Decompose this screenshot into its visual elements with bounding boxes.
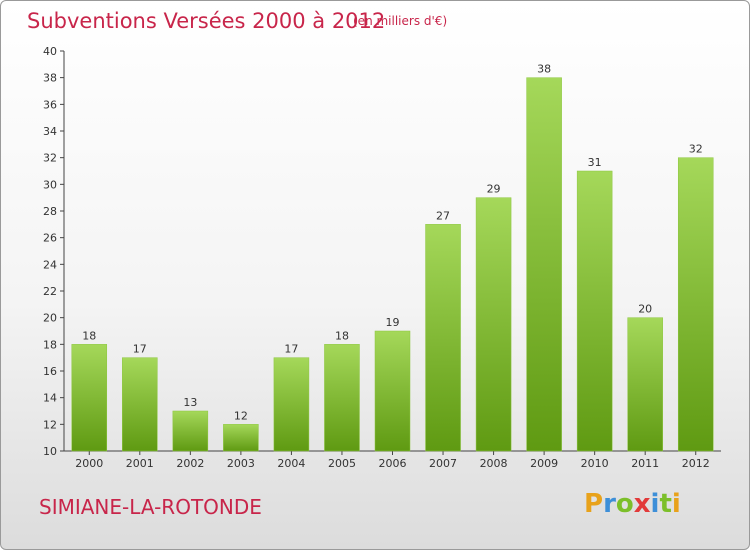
x-tick-label: 2008: [480, 457, 508, 470]
bar-2005: [324, 344, 360, 452]
y-tick-label: 26: [43, 232, 57, 245]
logo-letter: i: [671, 489, 681, 519]
y-tick-label: 20: [43, 312, 57, 325]
bar-value-label: 17: [284, 343, 298, 356]
x-tick-label: 2007: [429, 457, 457, 470]
bar-2010: [576, 170, 613, 452]
logo-letter: t: [659, 489, 672, 519]
bar-2007: [425, 224, 461, 452]
bar-value-label: 20: [638, 303, 652, 316]
x-tick-label: 2012: [682, 457, 710, 470]
bar-value-label: 18: [335, 329, 349, 342]
bar-value-label: 12: [234, 409, 248, 422]
bar-value-label: 18: [82, 329, 96, 342]
x-tick-label: 2009: [530, 457, 558, 470]
x-tick-label: 2003: [227, 457, 255, 470]
bar-2011: [627, 317, 663, 452]
chart-title: Subventions Versées 2000 à 2012: [27, 9, 386, 33]
y-tick-label: 40: [43, 45, 57, 58]
commune-name: SIMIANE-LA-ROTONDE: [39, 495, 262, 519]
y-tick-label: 38: [43, 72, 57, 85]
bar-2002: [172, 410, 209, 452]
y-tick-label: 14: [43, 392, 57, 405]
y-tick-label: 12: [43, 418, 57, 431]
proxiti-logo[interactable]: Proxiti: [584, 489, 681, 519]
y-tick-label: 24: [43, 258, 57, 271]
bar-2008: [475, 197, 512, 452]
bar-2012: [677, 157, 714, 452]
y-tick-label: 34: [43, 125, 57, 138]
y-tick-label: 36: [43, 98, 57, 111]
y-tick-label: 18: [43, 338, 57, 351]
chart-subtitle: (en milliers d'€): [353, 14, 448, 28]
bar-value-label: 38: [537, 63, 551, 76]
logo-letter: P: [584, 489, 604, 519]
x-tick-label: 2004: [277, 457, 305, 470]
bar-value-label: 17: [133, 343, 147, 356]
bar-value-label: 29: [487, 183, 501, 196]
x-tick-label: 2000: [75, 457, 103, 470]
logo-letter: o: [615, 489, 634, 519]
y-tick-label: 22: [43, 285, 57, 298]
x-tick-label: 2011: [631, 457, 659, 470]
y-tick-label: 28: [43, 205, 57, 218]
bar-value-label: 32: [689, 143, 703, 156]
bar-2000: [71, 344, 108, 452]
bar-2001: [122, 357, 158, 452]
bar-2006: [374, 330, 411, 452]
x-tick-label: 2006: [379, 457, 407, 470]
logo-letter: i: [650, 489, 660, 519]
bar-value-label: 13: [183, 396, 197, 409]
y-tick-label: 16: [43, 365, 57, 378]
bar-value-label: 27: [436, 209, 450, 222]
y-tick-label: 32: [43, 152, 57, 165]
x-tick-label: 2005: [328, 457, 356, 470]
logo-letter: r: [603, 489, 616, 519]
y-tick-label: 10: [43, 445, 57, 458]
logo-letter: x: [633, 489, 651, 519]
x-tick-label: 2001: [126, 457, 154, 470]
bar-value-label: 31: [588, 156, 602, 169]
chart-axes: 10 12 14 16 18 20 22 24 26 28 30 32 34 36 38 40 2000 2001…: [43, 45, 721, 470]
bar-value-label: 19: [386, 316, 400, 329]
bar-2004: [273, 357, 310, 452]
chart-bars: 18 17 13 12 17 18 19 27 29 38 31 20 32: [71, 63, 714, 452]
bar-2009: [526, 77, 562, 452]
bar-2003: [223, 424, 259, 452]
x-tick-label: 2002: [176, 457, 204, 470]
x-tick-label: 2010: [581, 457, 609, 470]
y-tick-label: 30: [43, 178, 57, 191]
